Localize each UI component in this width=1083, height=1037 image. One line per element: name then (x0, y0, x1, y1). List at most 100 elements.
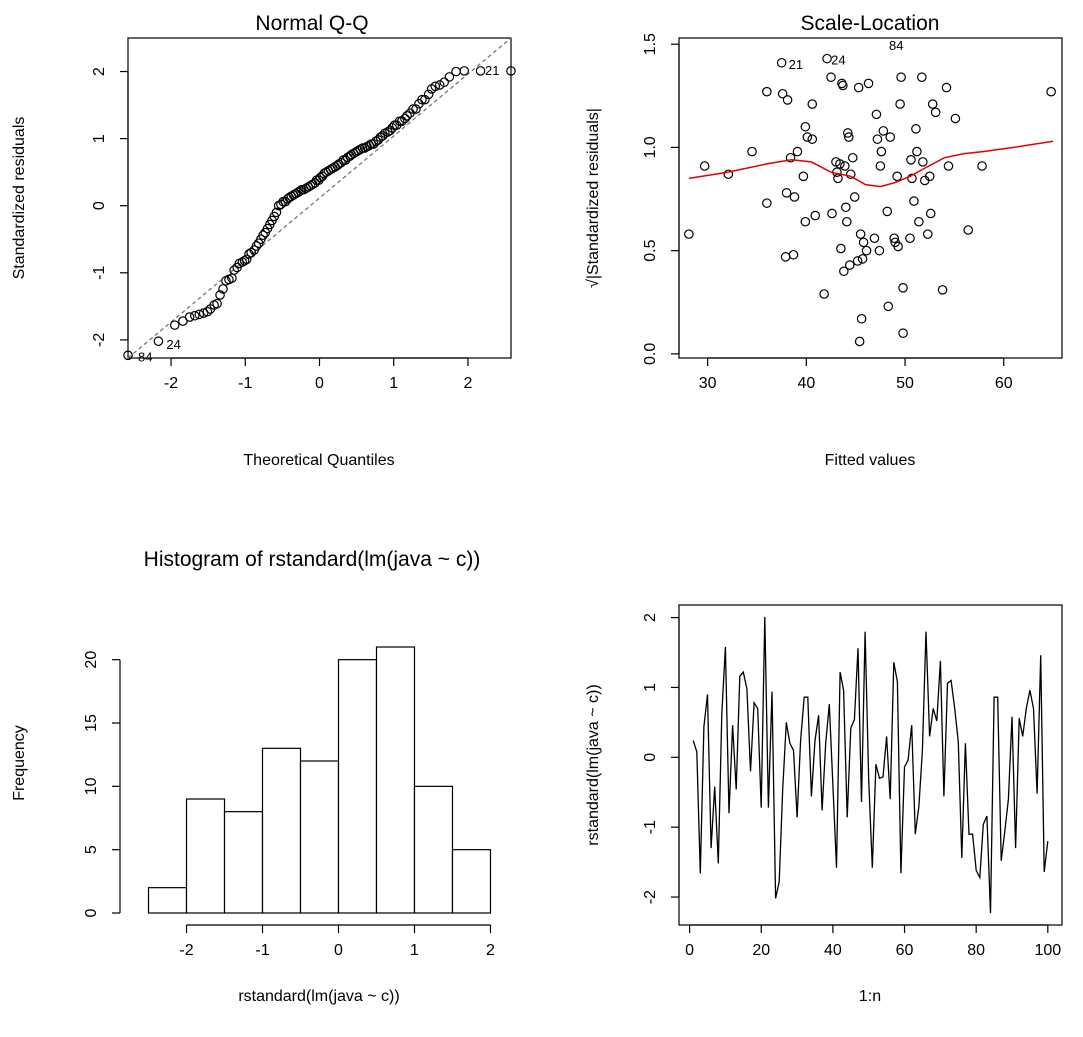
qq-point (439, 77, 449, 88)
scale-location-point (943, 161, 954, 171)
x-tick-label: 0 (315, 375, 324, 392)
scale-location-point (723, 169, 734, 180)
qq-point (212, 298, 222, 309)
scale-location-point (854, 336, 865, 347)
qq-point (251, 241, 262, 251)
scale-location-point (762, 198, 772, 208)
y-tick-label: 0 (91, 201, 108, 210)
qq-point (229, 265, 239, 275)
scale-location-point (937, 285, 948, 295)
scale-location-point (1046, 86, 1056, 97)
qq-point (402, 111, 412, 121)
scale-location-point (863, 78, 874, 89)
scale-location-point (853, 82, 864, 93)
scale-location-point (941, 82, 952, 93)
scale-location-point (798, 171, 809, 182)
scale-location-point (905, 233, 915, 244)
y-tick-label: 10 (83, 777, 100, 795)
qq-point (202, 306, 213, 317)
scale-location-point (800, 216, 811, 227)
scale-location-point (889, 233, 899, 244)
scale-location-point (911, 124, 921, 134)
scale-location-point (861, 245, 872, 256)
scale-location-point (918, 157, 928, 167)
scale-location-point (876, 146, 887, 157)
scale-location-point (914, 216, 924, 227)
histogram-bar (413, 785, 454, 914)
qq-point (408, 104, 418, 114)
histogram-bar (147, 887, 188, 914)
x-tick-label: 60 (896, 942, 914, 959)
histogram-bar (337, 659, 378, 914)
x-tick-label: 0 (685, 942, 694, 959)
qq-point (123, 350, 133, 361)
x-tick-label: 100 (1034, 942, 1061, 959)
y-axis-title: Standardized residuals (11, 117, 28, 280)
x-tick-label: 80 (967, 942, 985, 959)
scale-location-point (878, 126, 889, 136)
qq-point (218, 284, 228, 294)
scale-location-point (909, 196, 919, 206)
y-tick-label: 0 (83, 908, 100, 917)
scale-location-point (869, 233, 880, 244)
qq-point (258, 230, 268, 241)
histogram-bar (185, 798, 226, 914)
y-axis-title: Frequency (11, 725, 28, 801)
scale-location-point (845, 169, 856, 180)
scale-location-point (906, 155, 916, 165)
x-axis-title: rstandard(lm(java ~ c)) (238, 988, 399, 1005)
x-tick-label: -2 (164, 375, 178, 392)
scale-location-point (907, 173, 917, 184)
scale-location-point (844, 260, 855, 270)
qq-points: 84 24 21 (123, 37, 516, 364)
plot-frame (678, 37, 1063, 359)
scale-location-point (782, 95, 793, 105)
y-tick-label: -2 (91, 333, 108, 347)
scale-location-point (819, 289, 829, 299)
histogram-panel: Histogram of rstandard(lm(java ~ c)) -2-… (11, 548, 495, 1005)
point-id-label: 84 (889, 38, 903, 53)
y-tick-label: 1 (91, 134, 108, 143)
qq-point (397, 116, 407, 126)
scale-location-point (922, 229, 933, 239)
scale-location-panel: Scale-Location 21 24 84 30 40 50 60 0.0 0.5 1.0… (585, 12, 1063, 469)
y-tick-label: 0 (642, 753, 659, 762)
qq-point (444, 72, 455, 82)
scale-location-point (892, 171, 902, 182)
scale-location-point (839, 266, 849, 277)
x-tick-label: -1 (255, 942, 269, 959)
chart-title: Scale-Location (801, 12, 940, 35)
qq-point (411, 104, 421, 114)
x-tick-label: 1 (389, 375, 398, 392)
point-id-label: 24 (166, 337, 180, 352)
x-tick-label: 1 (410, 942, 419, 959)
qq-point (400, 113, 410, 124)
scale-location-point (788, 249, 799, 260)
scale-location-point (855, 229, 866, 239)
scale-location-point (896, 72, 906, 83)
chart-title: Normal Q-Q (255, 12, 368, 35)
scale-location-point (785, 152, 796, 163)
histogram-bar (451, 849, 492, 914)
qq-point (355, 144, 366, 155)
y-tick-label: 1.5 (642, 33, 659, 55)
scale-location-point (950, 113, 961, 124)
qq-point (423, 89, 434, 100)
scale-location-point (898, 283, 908, 293)
qq-point (184, 312, 195, 322)
qq-reference-line (127, 37, 512, 359)
scale-location-point (833, 173, 843, 184)
scale-location-point (807, 134, 818, 144)
scale-location-point (895, 99, 905, 109)
residual-line (692, 616, 1049, 914)
y-axis-ticks: 0.0 0.5 1.0 1.5 (642, 33, 680, 365)
point-id-label: 21 (789, 57, 803, 72)
y-tick-label: 5 (83, 845, 100, 854)
scale-location-point (898, 328, 908, 339)
scale-location-points: 21 24 84 (684, 38, 1056, 347)
qq-point (459, 66, 470, 76)
scale-location-point (858, 237, 869, 248)
y-axis-ticks: -2 -1 0 1 2 (91, 67, 129, 347)
qq-point (153, 336, 164, 347)
scale-location-point (822, 53, 832, 64)
